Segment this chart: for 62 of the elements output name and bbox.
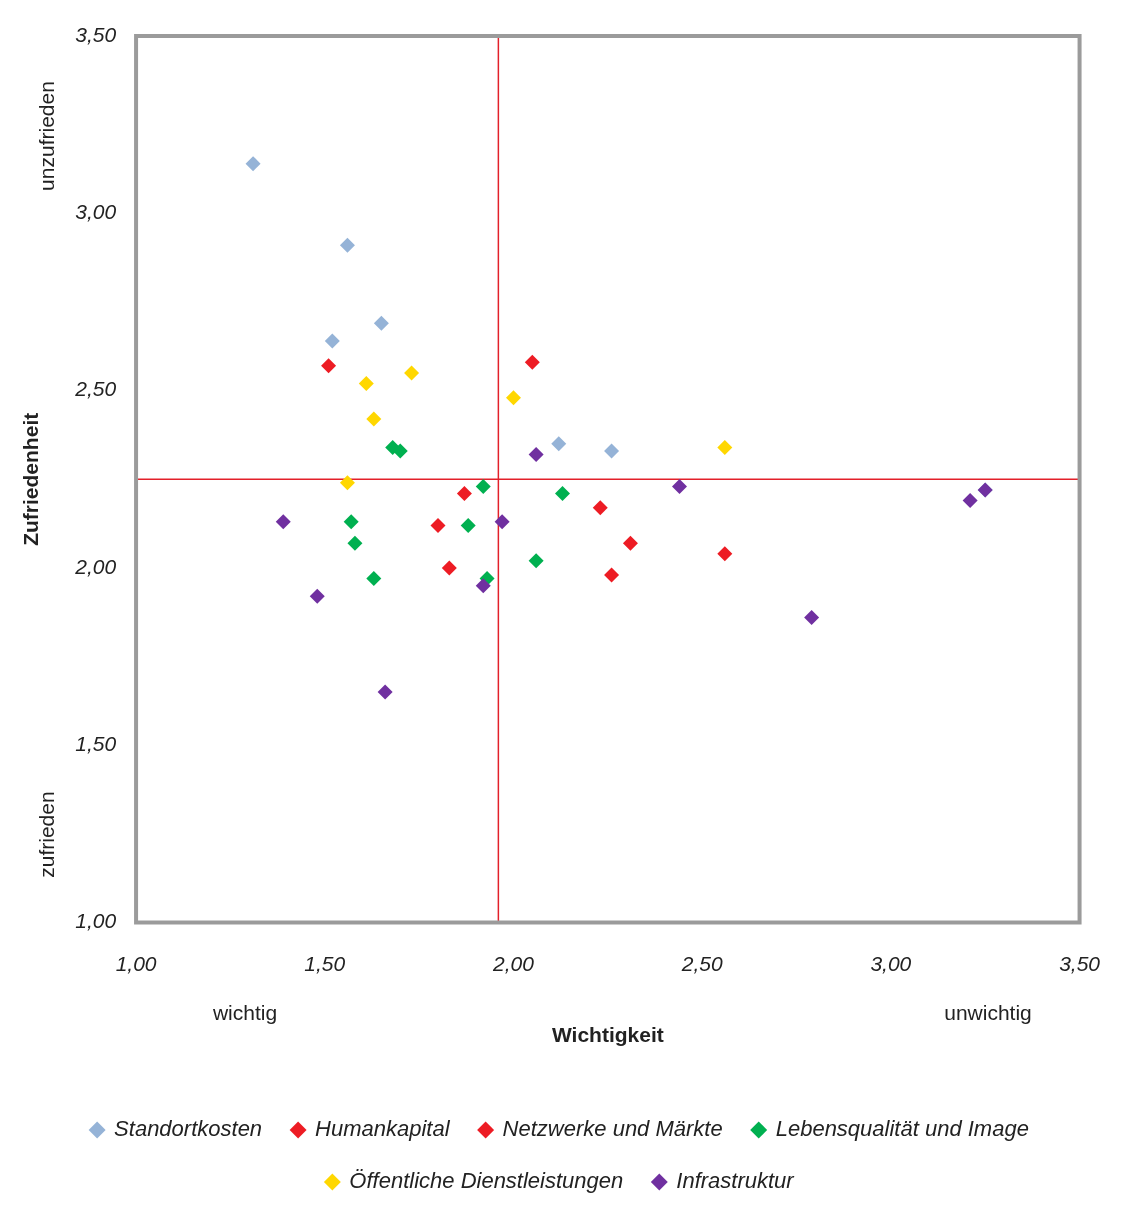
point — [366, 411, 382, 427]
point — [551, 436, 567, 452]
point — [804, 610, 820, 626]
legend-label: Öffentliche Dienstleistungen — [349, 1168, 624, 1194]
point — [392, 443, 408, 459]
point — [555, 485, 571, 501]
point — [528, 553, 544, 569]
legend-label: Lebensqualität und Image — [775, 1116, 1029, 1142]
text: unwichtig — [944, 1001, 1032, 1025]
point — [373, 315, 389, 331]
y-tick-label: 1,50 — [75, 732, 117, 756]
point — [622, 535, 638, 551]
point — [377, 684, 393, 700]
y-tick-label: 3,50 — [75, 22, 117, 46]
point — [962, 493, 978, 509]
point — [358, 376, 374, 392]
y-axis-title: Zufriedenheit — [19, 412, 43, 546]
point — [339, 475, 355, 491]
point — [366, 571, 382, 587]
legend-label: Netzwerke und Märkte — [502, 1116, 723, 1142]
point — [343, 514, 359, 530]
point — [475, 578, 491, 594]
point — [524, 354, 540, 370]
point — [441, 560, 457, 576]
point — [460, 517, 476, 533]
legend-label: Infrastruktur — [676, 1168, 796, 1194]
y-tick-label: 3,00 — [75, 200, 117, 224]
point — [604, 567, 620, 583]
point — [456, 485, 472, 501]
x-tick-label: 2,00 — [492, 952, 535, 976]
x-axis-title: Wichtigkeit — [551, 1023, 664, 1047]
point — [430, 517, 446, 533]
point — [494, 514, 510, 530]
point — [717, 546, 733, 562]
point — [347, 535, 363, 551]
text: wichtig — [211, 1001, 278, 1025]
point — [604, 443, 620, 459]
point — [475, 478, 491, 494]
legend-label: Standortkosten — [114, 1116, 263, 1142]
x-tick-label: 1,00 — [115, 952, 157, 976]
point — [324, 333, 340, 349]
x-tick-label: 1,50 — [304, 952, 346, 976]
point — [321, 358, 337, 374]
point — [275, 514, 291, 530]
y-tick-label: 2,00 — [74, 554, 117, 578]
x-tick-label: 2,50 — [680, 952, 723, 976]
point — [672, 478, 688, 494]
point — [404, 365, 420, 381]
x-tick-label: 3,50 — [1059, 952, 1101, 976]
point — [528, 446, 544, 462]
point — [505, 390, 521, 406]
point — [339, 237, 355, 253]
point — [309, 588, 325, 604]
text: zufrieden — [34, 791, 58, 878]
point — [717, 439, 733, 455]
y-tick-label: 2,50 — [74, 377, 117, 401]
point — [245, 156, 261, 172]
x-tick-label: 3,00 — [870, 952, 912, 976]
text: unzufrieden — [34, 81, 58, 191]
point — [592, 500, 608, 516]
legend-label: Humankapital — [315, 1116, 451, 1142]
y-tick-label: 1,00 — [75, 909, 117, 933]
